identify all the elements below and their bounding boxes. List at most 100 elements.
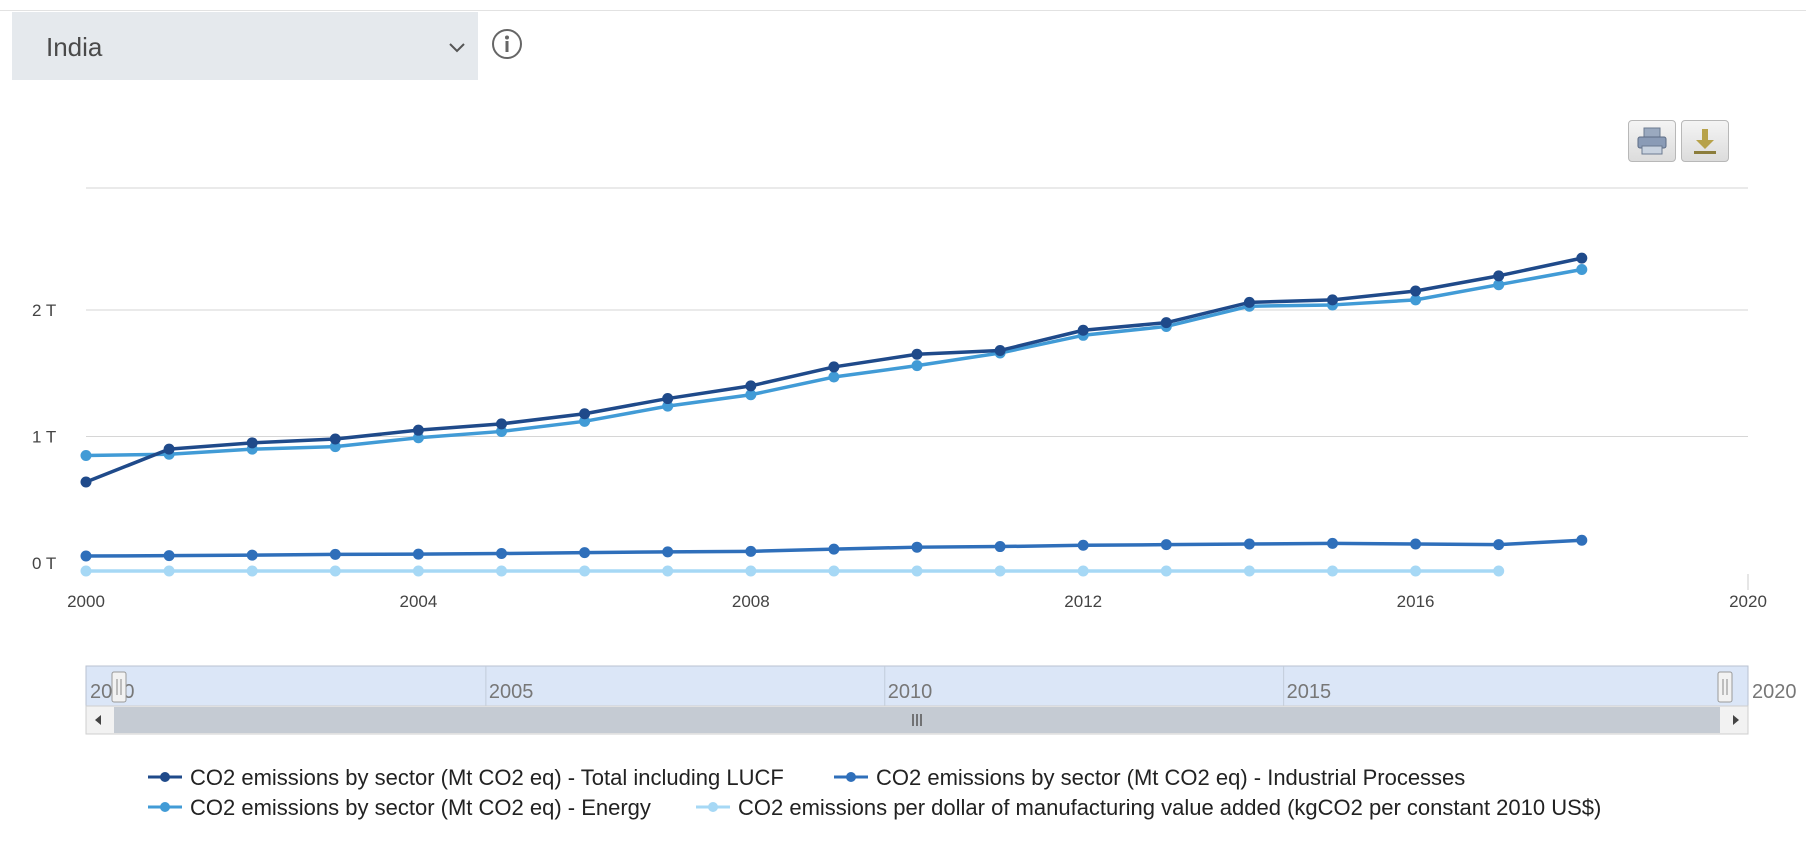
series-point-0 (1077, 324, 1089, 336)
series-point-2 (828, 371, 840, 383)
series-point-1 (163, 550, 175, 562)
chevron-down-icon (449, 43, 465, 53)
series-point-3 (745, 565, 757, 577)
series-point-0 (1160, 317, 1172, 329)
series-point-3 (1243, 565, 1255, 577)
series-point-1 (80, 550, 92, 562)
series-point-3 (662, 565, 674, 577)
series-point-0 (246, 437, 258, 449)
series-point-3 (163, 565, 175, 577)
navigator-window (85, 665, 1749, 707)
series-point-3 (911, 565, 923, 577)
series-point-2 (1410, 294, 1422, 306)
series-point-1 (1160, 539, 1172, 551)
series-point-0 (80, 476, 92, 488)
series-point-1 (911, 541, 923, 553)
series-point-3 (1410, 565, 1422, 577)
series-point-1 (745, 545, 757, 557)
series-point-3 (579, 565, 591, 577)
series-point-1 (496, 548, 507, 560)
legend-label-total: CO2 emissions by sector (Mt CO2 eq) - To… (190, 765, 784, 790)
legend-label-industrial: CO2 emissions by sector (Mt CO2 eq) - In… (876, 765, 1466, 790)
x-tick-label: 2004 (399, 592, 437, 611)
navigator-label: 2020 (1752, 681, 1797, 703)
y-tick-label: 2 T (32, 301, 56, 320)
series-point-0 (1576, 252, 1588, 264)
series-point-1 (329, 548, 341, 560)
series-point-0 (1243, 296, 1255, 308)
series-point-2 (412, 432, 424, 444)
series-point-0 (911, 348, 923, 360)
grid-lines (86, 187, 1748, 437)
series-point-1 (579, 547, 591, 559)
navigator-handle-left (111, 671, 127, 703)
series-point-0 (163, 443, 175, 455)
series-point-1 (1077, 539, 1089, 551)
series-point-3 (246, 565, 258, 577)
y-tick-label: 1 T (32, 428, 56, 447)
series-point-2 (662, 400, 674, 412)
series-point-1 (662, 546, 674, 558)
legend-label-per-dollar: CO2 emissions per dollar of manufacturin… (738, 795, 1602, 820)
series-point-2 (1576, 264, 1588, 276)
series-point-3 (828, 565, 840, 577)
series-point-1 (1327, 537, 1338, 549)
x-tick-label: 2000 (67, 592, 105, 611)
legend-marker-industrial (834, 772, 868, 782)
series-point-2 (329, 441, 341, 453)
series-point-3 (1160, 565, 1172, 577)
series-point-1 (1410, 538, 1422, 550)
series-point-1 (828, 543, 840, 555)
country-select[interactable]: India (12, 12, 478, 80)
series-point-3 (412, 565, 424, 577)
x-tick-label: 2016 (1397, 592, 1435, 611)
navigator-handle-right (1717, 671, 1733, 703)
info-icon[interactable] (491, 28, 523, 60)
download-button[interactable] (1681, 120, 1729, 162)
navigator-label: 2005 (489, 681, 534, 703)
series-point-0 (828, 361, 840, 373)
series-point-1 (1576, 534, 1588, 546)
series-layer (80, 252, 1588, 577)
series-point-1 (1243, 538, 1255, 550)
series-point-0 (1410, 285, 1422, 297)
series-point-2 (579, 415, 591, 427)
series-point-0 (745, 380, 757, 392)
y-tick-label: 0 T (32, 554, 56, 573)
x-tick-label: 2012 (1064, 592, 1102, 611)
series-point-0 (662, 393, 674, 405)
legend-marker-energy (148, 802, 182, 812)
series-point-2 (911, 360, 923, 372)
series-point-3 (1077, 565, 1089, 577)
series-point-3 (1493, 565, 1505, 577)
top-divider (0, 10, 1806, 11)
series-point-3 (496, 565, 507, 577)
scroll-right-arrow-icon (1733, 715, 1739, 725)
series-point-0 (329, 433, 341, 445)
series-point-1 (1493, 539, 1505, 551)
series-point-0 (496, 418, 507, 430)
download-icon (1694, 129, 1716, 154)
print-icon (1637, 127, 1667, 155)
series-point-3 (329, 565, 341, 577)
series-point-0 (1493, 270, 1505, 282)
series-point-3 (1327, 565, 1338, 577)
range-navigator[interactable]: 20002005201020152020 (85, 665, 1797, 735)
series-point-1 (994, 541, 1006, 553)
series-point-3 (80, 565, 92, 577)
series-point-0 (412, 424, 424, 436)
series-point-1 (246, 549, 258, 561)
scroll-left-arrow-icon (95, 715, 101, 725)
series-point-3 (994, 565, 1006, 577)
series-point-0 (994, 344, 1006, 356)
print-button[interactable] (1628, 120, 1676, 162)
series-point-2 (1493, 279, 1505, 291)
legend-marker-per-dollar (696, 802, 730, 812)
country-select-value: India (46, 32, 103, 62)
axis-labels: 0 T 1 T 2 T 2000 2004 2008 2012 2016 2020 (32, 301, 1767, 611)
legend-marker-total (148, 772, 182, 782)
navigator-label: 2010 (888, 681, 933, 703)
series-point-1 (412, 548, 424, 560)
series-point-2 (745, 389, 757, 401)
line-chart: 0 T 1 T 2 T 2000 2004 2008 2012 2016 2020 2000 20… (32, 187, 1797, 735)
